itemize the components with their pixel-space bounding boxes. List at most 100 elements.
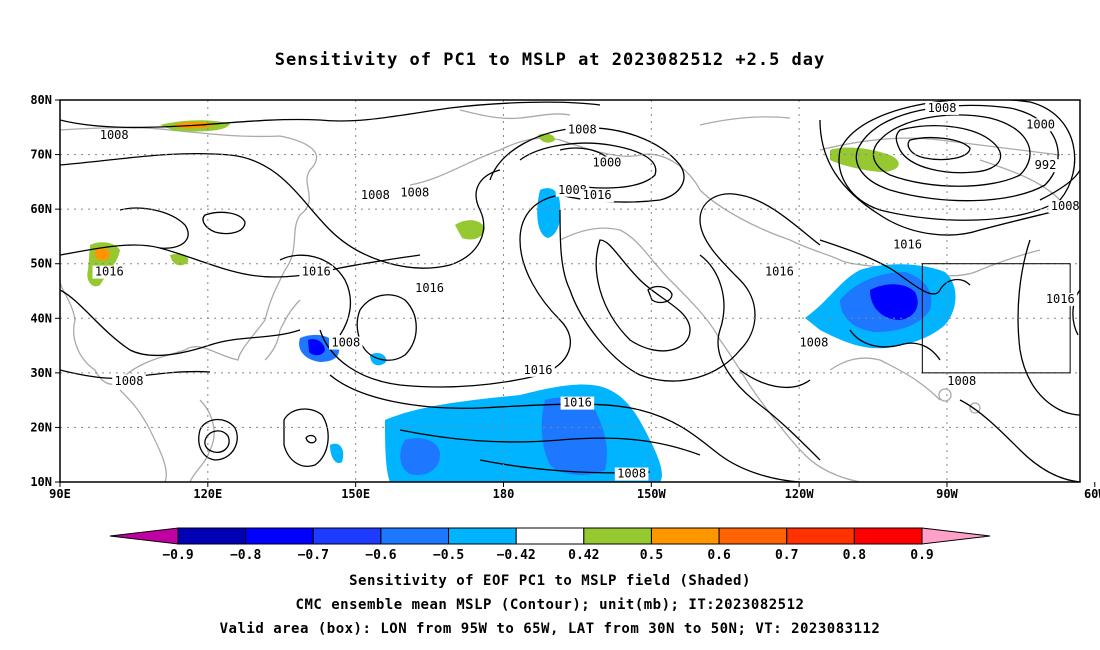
contour-label: 1016 [583,188,612,202]
contour-label: 1000 [593,155,622,169]
colorbar-label: −0.5 [433,548,464,563]
colorbar-box [245,527,314,545]
y-tick-label: 80N [30,93,52,107]
colorbar-label: 0.8 [843,548,867,563]
colorbar-box [718,527,788,545]
colorbar-box [515,527,585,545]
contour-label: 1016 [893,237,922,251]
x-tick-label: 150E [341,487,370,501]
x-tick-label: 90E [49,487,71,501]
contour-label-bg [412,282,447,295]
y-tick-label: 10N [30,475,52,489]
x-tick-label: 180 [493,487,515,501]
contour-label: 992 [1035,158,1057,172]
page-title: Sensitivity of PC1 to MSLP at 2023082512… [274,50,826,70]
contour-label: 1008 [947,374,976,388]
colorbar-box [786,527,855,545]
colorbar-label: −0.9 [162,548,193,563]
contour-label: 1008 [568,123,597,137]
contour-label-bg [590,156,624,170]
colorbar-label: 0.42 [568,548,599,563]
contour-label-bg [328,336,363,350]
colorbar-label: 0.7 [775,548,798,563]
mslp-contours [60,100,1080,482]
map-frame [59,99,1081,483]
contour-label-bg [97,129,132,143]
contour-label: 1008 [331,336,360,350]
colorbar-label: −0.8 [230,548,261,563]
contour-label: 1008 [799,336,828,350]
x-tick-label: 120E [193,487,222,501]
colorbar-label: 0.6 [707,548,731,563]
colorbar-box [177,527,247,545]
valid-area-box [921,263,1071,374]
colorbar-box [448,527,517,545]
y-tick-label: 50N [30,257,52,271]
caption-line-3: Valid area (box): LON from 95W to 65W, L… [219,621,881,637]
contour-label-bg [614,467,649,481]
contour-label: 1016 [415,281,444,295]
contour-label-bg [797,336,831,350]
caption-line-1: Sensitivity of EOF PC1 to MSLP field (Sh… [349,573,751,589]
contour-label: 1008 [361,188,390,202]
y-tick-label: 20N [30,420,52,434]
contour-label: 1016 [765,265,794,279]
sensitivity-shading [87,120,956,482]
contour-label-bg [299,265,334,279]
contour-label-bg [521,363,555,377]
x-tick-label: 120W [785,487,815,501]
colorbar-label: −0.7 [298,548,329,563]
lat-lon-grid [60,100,1080,482]
contour-label-bg [397,186,432,200]
colorbar-label: 0.5 [640,548,663,563]
y-axis-ticks: 80N 70N 60N 50N 40N 30N 20N 10N [30,93,60,489]
contour-label: 1008 [400,186,429,200]
contour-label-bg [1023,118,1058,132]
x-tick-label: 90W [936,487,958,501]
contour-label-bg [1048,200,1083,214]
x-axis-ticks: 90E 120E 150E 180 150W 120W 90W 60W [49,482,1100,501]
colorbar: −0.9 −0.8 −0.7 −0.6 −0.5 −0.42 0.42 0.5 0.6 0.7 0.… [109,527,991,563]
contour-label: 1016 [95,265,124,279]
contour-label: 1008 [115,374,144,388]
caption-line-2: CMC ensemble mean MSLP (Contour); unit(m… [295,597,805,613]
colorbar-label: −0.6 [365,548,396,563]
colorbar-box [380,527,450,545]
y-tick-label: 70N [30,148,52,162]
x-tick-label: 150W [637,487,667,501]
contour-label-bg [358,189,393,203]
contour-label: 1016 [524,363,553,377]
contour-label: 1008 [1051,199,1080,213]
contour-label-bg [890,238,925,252]
contour-label: 1008 [928,101,957,115]
contour-label-bg [580,189,614,203]
contour-label-bg [560,396,595,410]
contour-label-bg [944,374,979,388]
contour-label: 1008 [617,467,646,481]
contour-label: 1016 [563,396,592,410]
colorbar-box [650,527,720,545]
colorbar-min-arrow [109,527,179,545]
colorbar-box [312,527,382,545]
colorbar-box [853,527,923,545]
contour-label: 1016 [1046,292,1075,306]
y-tick-label: 60N [30,202,52,216]
contour-labels: 1008 1008 1008 1008 1000 1008 1016 1016 1016 1016… [92,101,1083,481]
contour-label-bg [112,374,146,388]
colorbar-box [583,527,652,545]
y-tick-label: 30N [30,366,52,380]
contour-label: 1016 [302,265,331,279]
colorbar-max-arrow [921,527,991,545]
colorbar-label: −0.42 [497,548,536,563]
contour-label-bg [1032,159,1059,173]
contour-label: 1008 [100,128,129,142]
contour-label: 1000 [1026,117,1055,131]
contour-label-bg [92,265,127,279]
y-tick-label: 40N [30,311,52,325]
x-tick-label: 60W [1084,487,1100,501]
colorbar-label: 0.9 [910,548,933,563]
contour-label-bg [925,101,959,115]
contour-label-bg [762,265,797,279]
contour-label-bg [565,123,600,137]
